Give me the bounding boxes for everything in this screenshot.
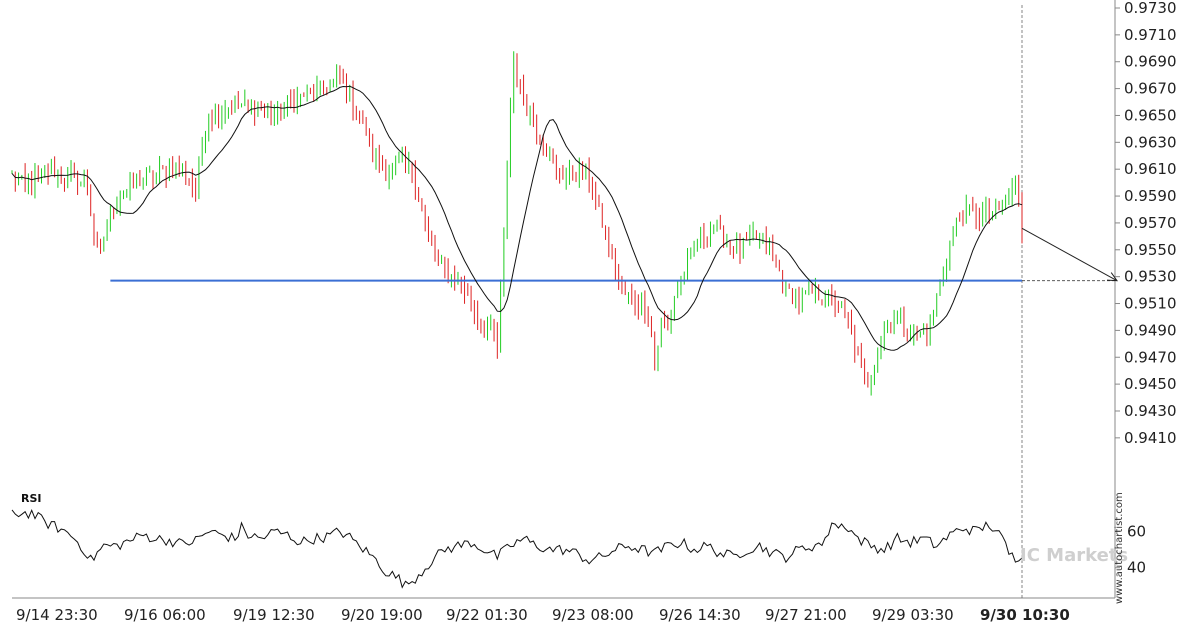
rsi-tick-label: 40 <box>1127 559 1146 577</box>
price-tick-label: 0.9490 <box>1124 321 1177 339</box>
time-tick-label: 9/26 14:30 <box>659 606 741 624</box>
time-tick-label: 9/20 19:00 <box>341 606 423 624</box>
price-tick-label: 0.9550 <box>1124 241 1177 259</box>
time-tick-label: 9/14 23:30 <box>16 606 98 624</box>
time-tick-label: 9/27 21:00 <box>765 606 847 624</box>
price-tick-label: 0.9510 <box>1124 295 1177 313</box>
candlesticks <box>11 51 1023 396</box>
price-tick-label: 0.9450 <box>1124 375 1177 393</box>
price-tick-label: 0.9670 <box>1124 80 1177 98</box>
price-tick-label: 0.9590 <box>1124 187 1177 205</box>
price-tick-label: 0.9430 <box>1124 402 1177 420</box>
moving-average <box>11 85 1119 351</box>
watermark-logo: IC Markets <box>1020 545 1128 566</box>
time-tick-label: 9/22 01:30 <box>446 606 528 624</box>
price-tick-label: 0.9470 <box>1124 348 1177 366</box>
price-tick-label: 0.9690 <box>1124 53 1177 71</box>
time-tick-label: 9/23 08:00 <box>552 606 634 624</box>
rsi-panel <box>11 508 1023 589</box>
price-tick-label: 0.9570 <box>1124 214 1177 232</box>
price-tick-label: 0.9730 <box>1124 0 1177 17</box>
chart-frame <box>12 0 1116 599</box>
axes: 0.9730 0.9710 0.9690 0.9670 0.9650 0.9630 0.96… <box>16 0 1177 624</box>
price-tick-label: 0.9610 <box>1124 160 1177 178</box>
source-site-text: www.autochartist.com <box>1114 492 1125 604</box>
price-tick-label: 0.9710 <box>1124 26 1177 44</box>
time-tick-label: 9/30 10:30 <box>980 606 1070 624</box>
rsi-tick-label: 60 <box>1127 522 1146 540</box>
moving-average-line <box>11 85 1023 351</box>
forecast-arrow-line <box>1021 227 1118 282</box>
price-tick-label: 0.9410 <box>1124 429 1177 447</box>
rsi-label: RSI <box>21 492 42 505</box>
price-tick-label: 0.9630 <box>1124 133 1177 151</box>
time-tick-label: 9/16 06:00 <box>124 606 206 624</box>
forecast-arrow-head <box>1106 272 1119 282</box>
price-tick-label: 0.9530 <box>1124 268 1177 286</box>
time-tick-label: 9/29 03:30 <box>872 606 954 624</box>
price-tick-label: 0.9650 <box>1124 106 1177 124</box>
time-tick-label: 9/19 12:30 <box>233 606 315 624</box>
rsi-line <box>11 508 1023 589</box>
